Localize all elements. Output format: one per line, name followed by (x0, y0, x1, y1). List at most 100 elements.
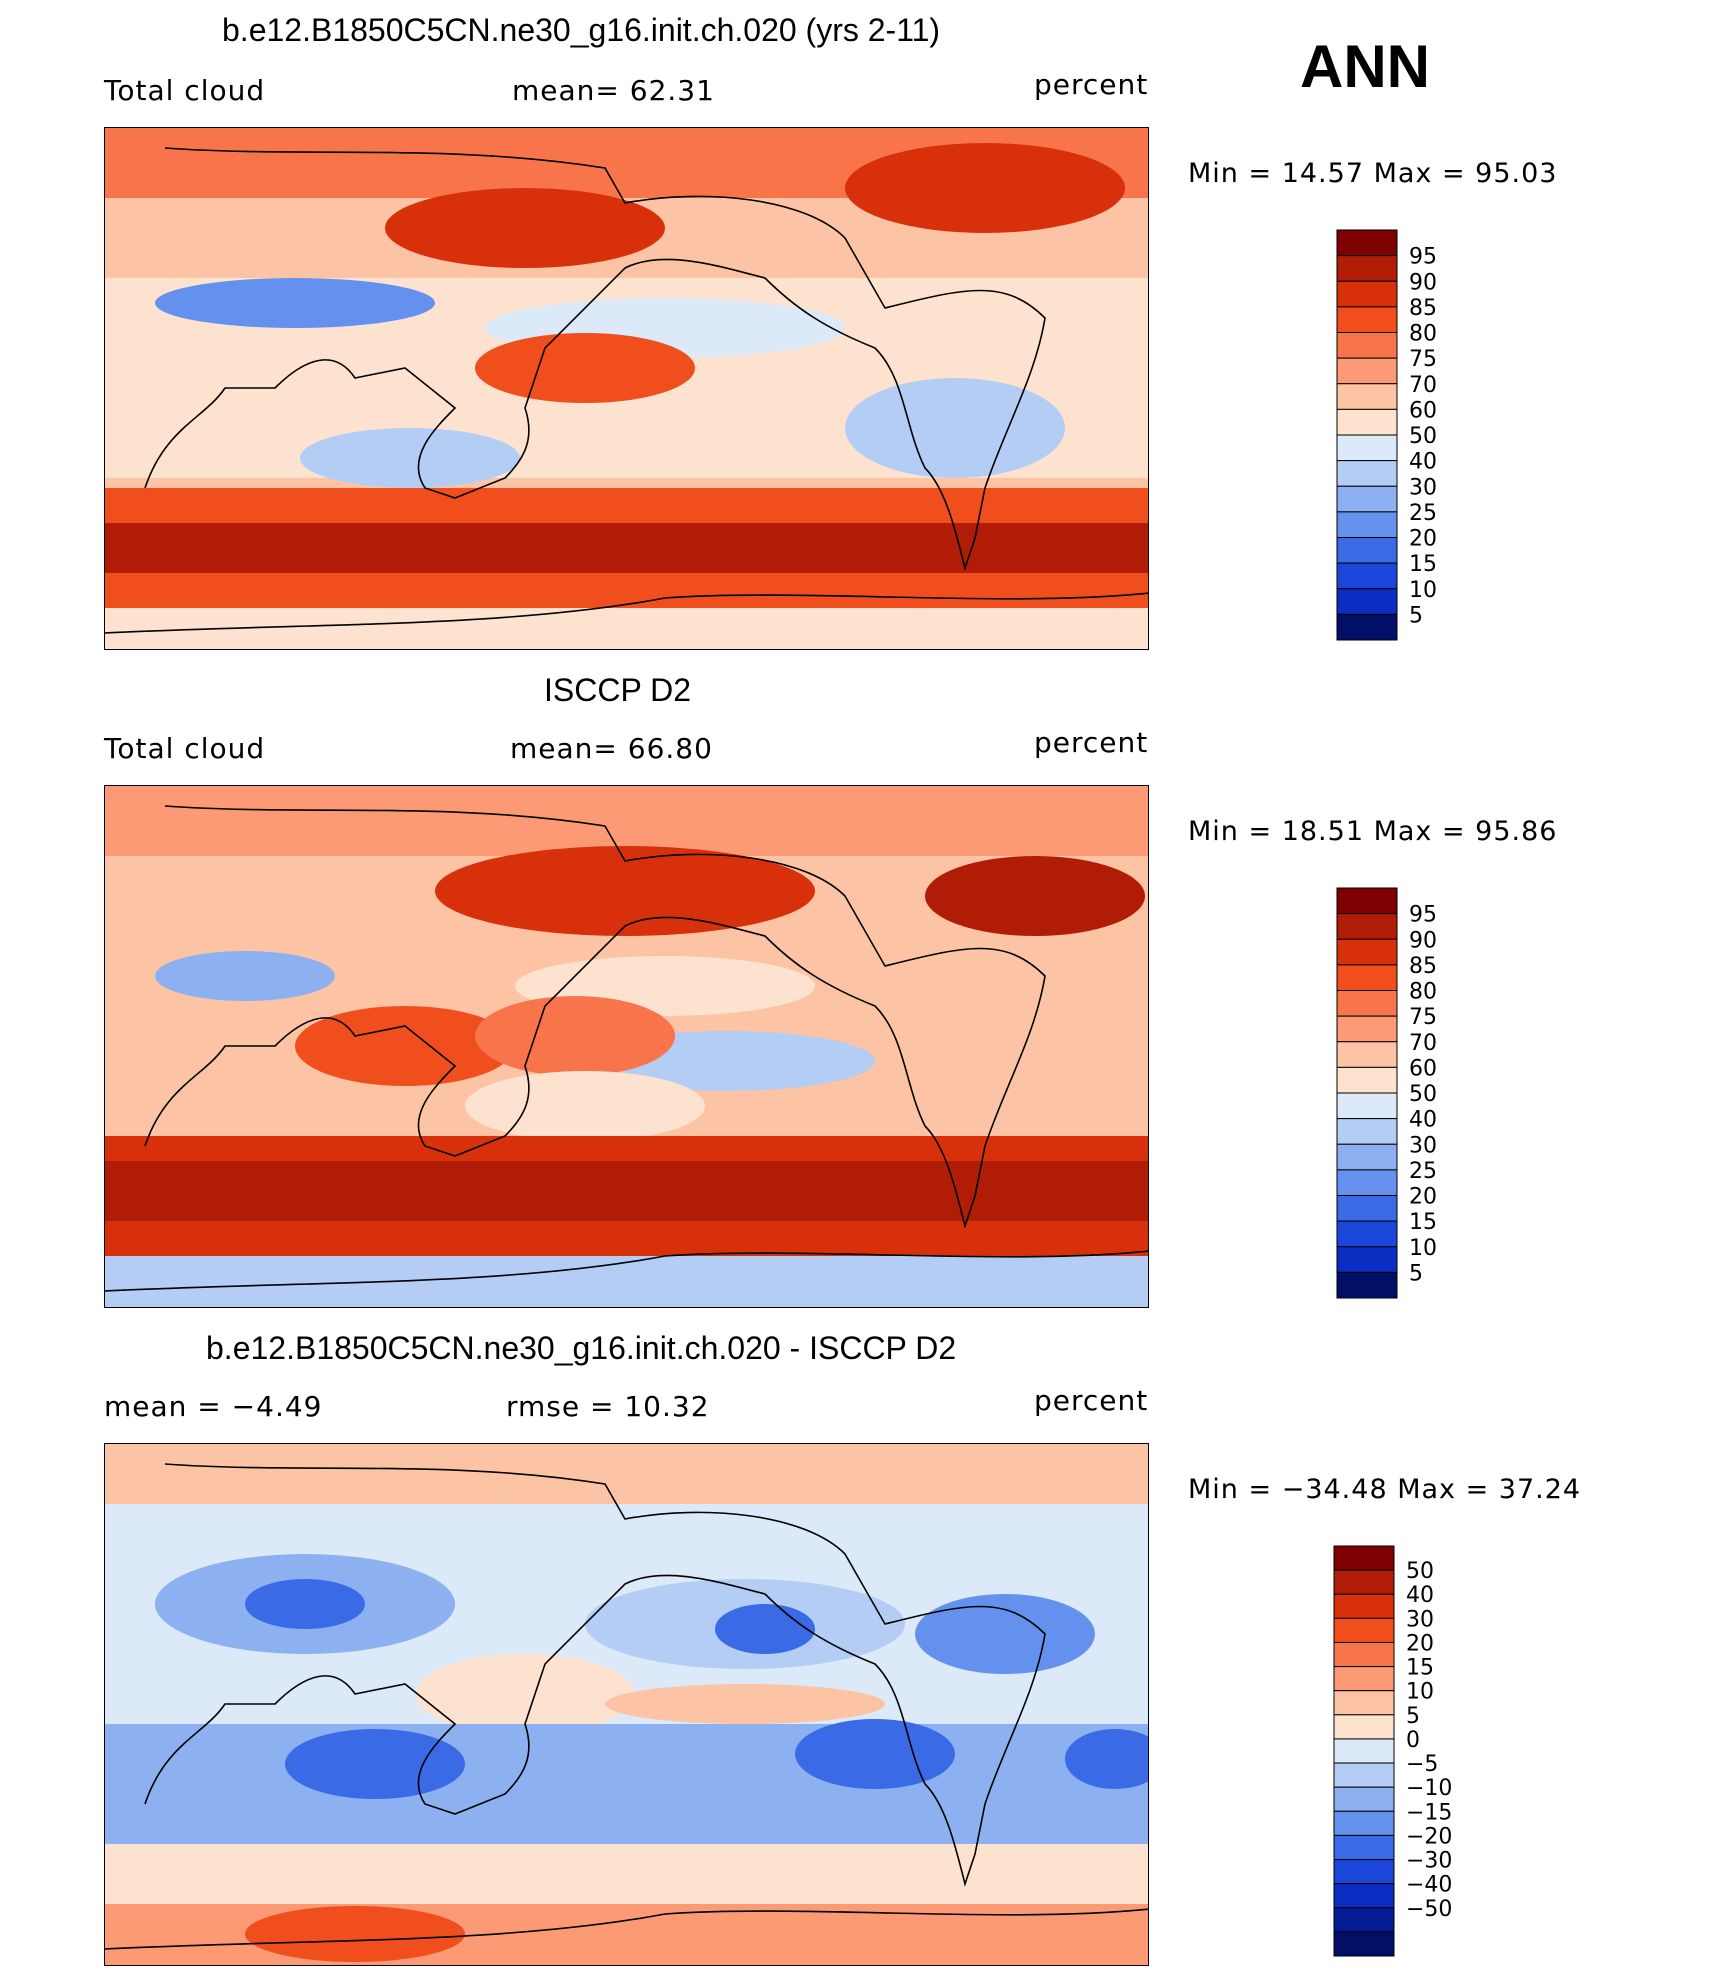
colorbar-obs-box (1336, 1169, 1398, 1196)
colorbar-model-label: 30 (1409, 475, 1437, 500)
colorbar-obs-box (1336, 1246, 1398, 1273)
panel-model-mean: mean= 62.31 (512, 74, 715, 107)
colorbar-diff-box (1333, 1738, 1395, 1764)
colorbar-obs-label: 85 (1409, 954, 1437, 979)
colorbar-diff-box (1333, 1666, 1395, 1692)
colorbar-model-label: 25 (1409, 501, 1437, 526)
colorbar-model-label: 15 (1409, 552, 1437, 577)
colorbar-model-box (1336, 306, 1398, 333)
colorbar-diff-box (1333, 1714, 1395, 1740)
colorbar-model-box (1336, 434, 1398, 462)
colorbar-diff-label: 10 (1406, 1680, 1434, 1705)
colorbar-model-label: 10 (1409, 578, 1437, 603)
panel-diff-title: b.e12.B1850C5CN.ne30_g16.init.ch.020 - I… (206, 1330, 957, 1366)
colorbar-obs-box (1336, 1092, 1398, 1120)
colorbar-diff-label: −5 (1406, 1752, 1438, 1777)
colorbar-model-label: 90 (1409, 270, 1437, 295)
colorbar-diff-box (1333, 1545, 1395, 1571)
colorbar-diff-label: 30 (1406, 1607, 1434, 1632)
panel-obs-variable: Total cloud (104, 732, 266, 765)
colorbar-model-box (1336, 229, 1398, 257)
colorbar-obs-label: 50 (1409, 1082, 1437, 1107)
colorbar-model-box (1336, 332, 1398, 359)
colorbar-model-label: 95 (1409, 245, 1437, 270)
colorbar-diff-box (1333, 1762, 1395, 1788)
panel-obs-units: percent (1034, 726, 1149, 759)
colorbar-obs-label: 70 (1409, 1031, 1437, 1056)
panel-model-title: b.e12.B1850C5CN.ne30_g16.init.ch.020 (yr… (222, 12, 941, 48)
colorbar-obs-label: 20 (1409, 1185, 1437, 1210)
colorbar-model-box (1336, 537, 1398, 564)
colorbar-obs-box (1336, 1015, 1398, 1043)
colorbar-diff-box (1333, 1907, 1395, 1933)
colorbar-model-label: 60 (1409, 398, 1437, 423)
colorbar-obs-label: 30 (1409, 1133, 1437, 1158)
colorbar-obs-label: 95 (1409, 903, 1437, 928)
colorbar-obs-box (1336, 1220, 1398, 1248)
colorbar-diff-box (1333, 1569, 1395, 1595)
colorbar-obs-box (1336, 1143, 1398, 1171)
colorbar-obs-label: 60 (1409, 1056, 1437, 1081)
colorbar-diff-box (1333, 1690, 1395, 1716)
colorbar-obs-box (1336, 1271, 1398, 1299)
colorbar-model-box (1336, 255, 1398, 282)
panel-diff-minmax: Min = −34.48 Max = 37.24 (1188, 1474, 1582, 1505)
colorbar-model-box (1336, 511, 1398, 538)
colorbar-model-box (1336, 460, 1398, 487)
colorbar-model-box (1336, 357, 1398, 385)
colorbar-obs-boxes (1336, 887, 1398, 1299)
panel-obs-minmax: Min = 18.51 Max = 95.86 (1188, 816, 1558, 847)
colorbar-diff-label: −15 (1406, 1800, 1452, 1825)
colorbar-diff-label: 5 (1406, 1704, 1420, 1729)
colorbar-obs-box (1336, 887, 1398, 915)
colorbar-model-label: 20 (1409, 527, 1437, 552)
colorbar-diff-label: −50 (1406, 1897, 1452, 1922)
season-label: ANN (1300, 33, 1430, 100)
colorbar-diff-label: 0 (1406, 1728, 1420, 1753)
map-obs (104, 785, 1149, 1308)
map-model (104, 127, 1149, 650)
colorbar-diff-label: 20 (1406, 1631, 1434, 1656)
colorbar-diff-box (1333, 1834, 1395, 1861)
colorbar-diff-box (1333, 1641, 1395, 1668)
map-model-field (105, 128, 1148, 649)
panel-model-minmax: Min = 14.57 Max = 95.03 (1188, 158, 1558, 189)
colorbar-obs-box (1336, 964, 1398, 991)
colorbar-model-box (1336, 383, 1398, 410)
colorbar-diff-box (1333, 1859, 1395, 1885)
colorbar-model-label: 80 (1409, 322, 1437, 347)
colorbar-diff-box (1333, 1883, 1395, 1909)
panel-obs-mean: mean= 66.80 (510, 732, 713, 765)
map-diff-field (105, 1444, 1148, 1965)
panel-model-units: percent (1034, 68, 1149, 101)
colorbar-obs-label: 75 (1409, 1005, 1437, 1030)
colorbar-diff-label: −40 (1406, 1873, 1452, 1898)
colorbar-diff-boxes (1333, 1545, 1395, 1957)
colorbar-diff-box (1333, 1617, 1395, 1643)
colorbar-model-label: 85 (1409, 296, 1437, 321)
colorbar-obs-label: 15 (1409, 1210, 1437, 1235)
colorbar-diff-label: 15 (1406, 1656, 1434, 1681)
colorbar-diff-label: −10 (1406, 1776, 1452, 1801)
colorbar-obs-label: 40 (1409, 1108, 1437, 1133)
colorbar-model-box (1336, 588, 1398, 615)
colorbar-obs-label: 25 (1409, 1159, 1437, 1184)
panel-obs-title: ISCCP D2 (544, 672, 692, 708)
colorbar-diff-box (1333, 1931, 1395, 1957)
colorbar-model-box (1336, 485, 1398, 513)
panel-diff-mean: mean = −4.49 (104, 1390, 323, 1423)
colorbar-model-label: 50 (1409, 424, 1437, 449)
colorbar-diff-label: −30 (1406, 1849, 1452, 1874)
colorbar-obs-label: 5 (1409, 1261, 1423, 1286)
colorbar-model-box (1336, 408, 1398, 436)
colorbar-model-label: 70 (1409, 373, 1437, 398)
colorbar-diff-box (1333, 1786, 1395, 1812)
colorbar-model-boxes (1336, 229, 1398, 641)
panel-diff-rmse: rmse = 10.32 (506, 1390, 710, 1423)
